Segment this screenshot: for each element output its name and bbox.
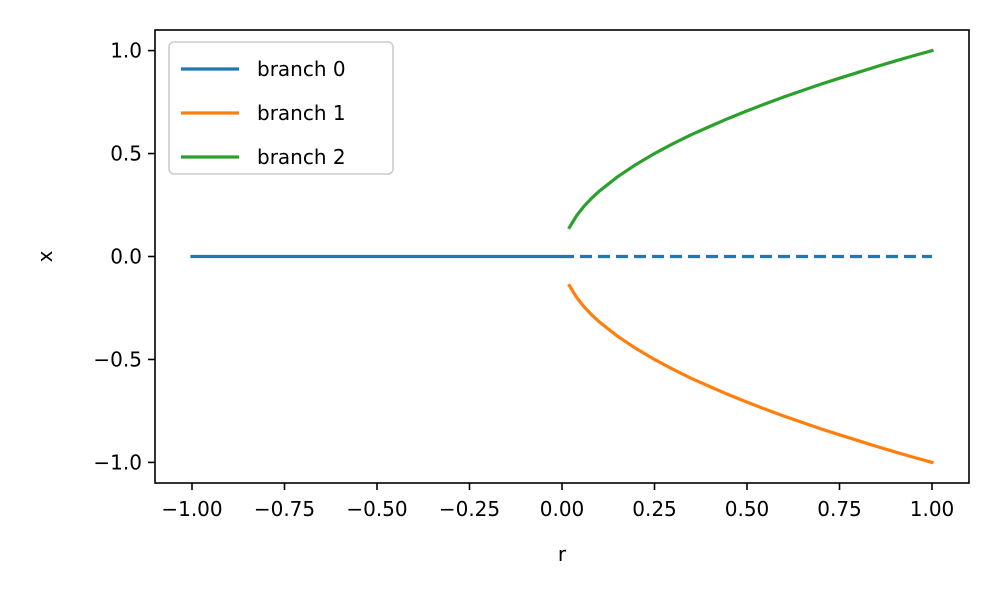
x-tick-label: 0.25 <box>632 497 677 521</box>
x-axis-label: r <box>558 542 567 566</box>
x-tick-label: −0.25 <box>439 497 500 521</box>
series-layer <box>190 48 934 465</box>
x-tick-label: 0.50 <box>725 497 770 521</box>
series-2-line-solid-0 <box>567 48 934 230</box>
series-2 <box>567 48 934 230</box>
y-axis-ticks: −1.0 −0.5 0.0 0.5 1.0 <box>93 39 155 474</box>
x-tick-label: −0.50 <box>346 497 407 521</box>
legend-box <box>168 41 394 175</box>
y-tick-label: 0.0 <box>110 245 142 269</box>
x-tick-label: 0.00 <box>540 497 585 521</box>
y-tick-label: −1.0 <box>93 450 142 474</box>
legend-item-0: branch 0 <box>181 57 346 81</box>
x-tick-label: 0.75 <box>817 497 862 521</box>
series-1 <box>567 283 934 465</box>
y-axis-label: x <box>33 250 57 262</box>
legend-label: branch 1 <box>257 101 346 125</box>
legend-item-1: branch 1 <box>181 101 346 125</box>
x-axis-ticks: −1.00 −0.75 −0.50 −0.25 0.00 0.25 0.50 0.75 1.00 <box>161 483 954 521</box>
x-tick-label: −0.75 <box>254 497 315 521</box>
legend-label: branch 2 <box>257 145 346 169</box>
legend: branch 0 branch 1 branch 2 <box>168 41 394 175</box>
y-tick-label: −0.5 <box>93 347 142 371</box>
legend-item-2: branch 2 <box>181 145 346 169</box>
y-tick-label: 0.5 <box>110 142 142 166</box>
x-tick-label: −1.00 <box>161 497 222 521</box>
series-1-line-solid-0 <box>567 283 934 465</box>
x-tick-label: 1.00 <box>910 497 955 521</box>
legend-label: branch 0 <box>257 57 346 81</box>
y-tick-label: 1.0 <box>110 39 142 63</box>
